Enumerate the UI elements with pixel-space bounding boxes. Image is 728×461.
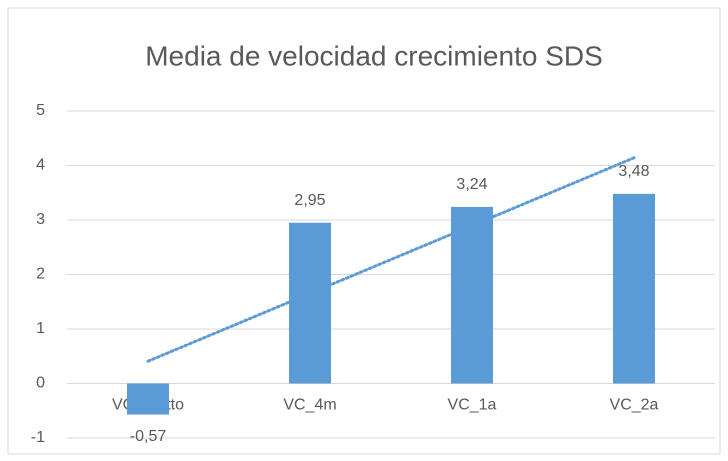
- y-tick-label: 4: [36, 157, 45, 174]
- data-label: -0,57: [130, 428, 167, 445]
- data-label: 3,48: [618, 163, 649, 180]
- bar: [127, 383, 169, 415]
- y-tick-label: -1: [31, 429, 45, 446]
- y-tick-label: 5: [36, 102, 45, 119]
- bar: [289, 222, 331, 384]
- bar: [451, 206, 493, 384]
- chart-title: Media de velocidad crecimiento SDS: [145, 40, 603, 71]
- bar: [613, 193, 655, 384]
- trendline: [146, 156, 636, 363]
- y-tick-label: 2: [36, 266, 45, 283]
- y-tick-label: 0: [36, 375, 45, 392]
- y-tick-label: 3: [36, 211, 45, 228]
- x-tick-label: VC_2a: [610, 397, 659, 414]
- data-label: 3,24: [456, 176, 487, 193]
- x-tick-label: VC_1a: [448, 397, 497, 414]
- chart-border: [7, 7, 721, 455]
- x-tick-label: VC_4m: [283, 397, 336, 414]
- y-tick-label: 1: [36, 320, 45, 337]
- data-label: 2,95: [294, 192, 325, 209]
